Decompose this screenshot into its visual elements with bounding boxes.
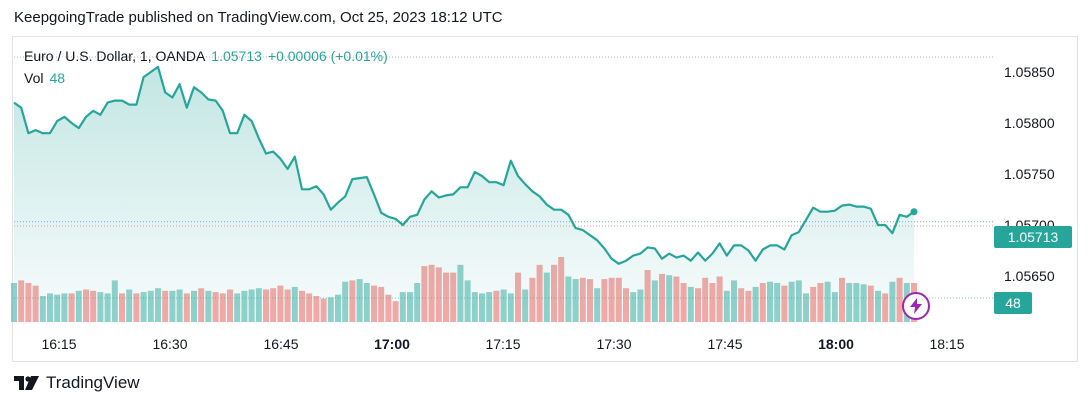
time-tick-label: 17:30 bbox=[596, 336, 631, 352]
legend-last-price: 1.05713 bbox=[211, 48, 262, 64]
time-tick-label: 18:15 bbox=[929, 336, 964, 352]
time-tick-label: 16:45 bbox=[263, 336, 298, 352]
last-price-point bbox=[910, 208, 918, 216]
tradingview-logo-icon bbox=[14, 376, 39, 390]
time-tick-label: 16:30 bbox=[152, 336, 187, 352]
price-tick-label: 1.05800 bbox=[1004, 115, 1055, 131]
time-scale[interactable]: 16:15 16:30 16:45 17:00 17:15 17:30 17:45 18:00… bbox=[41, 336, 964, 352]
legend-symbol[interactable]: Euro / U.S. Dollar, 1, OANDA bbox=[24, 48, 206, 64]
chart-frame[interactable] bbox=[12, 36, 1078, 362]
footer-brand-text: TradingView bbox=[46, 373, 140, 392]
legend-volume-label[interactable]: Vol bbox=[24, 70, 44, 86]
time-tick-label: 18:00 bbox=[818, 336, 854, 352]
footer-brand[interactable]: TradingView bbox=[14, 373, 140, 393]
legend-volume-value: 48 bbox=[49, 70, 66, 86]
time-tick-label: 16:15 bbox=[41, 336, 76, 352]
time-tick-label: 17:15 bbox=[485, 336, 520, 352]
chart-legend: Euro / U.S. Dollar, 1, OANDA 1.05713 +0.00… bbox=[24, 47, 388, 91]
price-area bbox=[13, 65, 918, 323]
time-tick-label: 17:45 bbox=[707, 336, 742, 352]
price-line bbox=[13, 65, 915, 265]
legend-change: +0.00006 (+0.01%) bbox=[267, 48, 388, 64]
price-tick-label: 1.05750 bbox=[1004, 166, 1055, 182]
price-tick-label: 1.05850 bbox=[1004, 64, 1055, 80]
price-tick-label: 1.05650 bbox=[1004, 268, 1055, 284]
time-tick-label: 17:00 bbox=[374, 336, 410, 352]
current-price-label: 1.05713 bbox=[994, 226, 1072, 248]
price-area-fill bbox=[14, 66, 914, 323]
lightning-bolt-icon[interactable] bbox=[902, 292, 930, 320]
publisher-line: KeepgoingTrade published on TradingView.… bbox=[14, 9, 503, 26]
current-volume-label: 48 bbox=[994, 292, 1032, 314]
